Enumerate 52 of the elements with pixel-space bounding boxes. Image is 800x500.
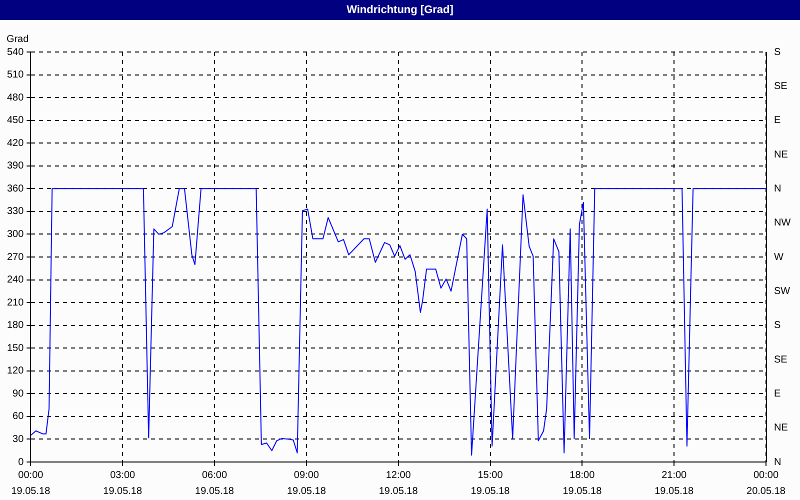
y-tick-label: 270 bbox=[6, 252, 24, 263]
text: 19.05.18 bbox=[286, 486, 326, 497]
text: 19.05.18 bbox=[11, 486, 51, 497]
text: S bbox=[774, 46, 781, 58]
y-axis-title: Grad bbox=[6, 34, 29, 45]
y-tick-label: 330 bbox=[6, 206, 24, 218]
text: 20.05.18 bbox=[746, 486, 786, 497]
text: NE bbox=[774, 149, 788, 160]
y-tick-label: 420 bbox=[6, 138, 24, 149]
text: SW bbox=[774, 286, 791, 297]
y-tick-label: 30 bbox=[12, 434, 24, 445]
y-tick-label: 60 bbox=[12, 411, 24, 422]
text: N bbox=[774, 456, 782, 468]
y-tick-label: 120 bbox=[6, 366, 24, 377]
y-tick-label: 300 bbox=[6, 228, 24, 240]
x-tick-label: 00:00 bbox=[753, 470, 779, 481]
y-tick-label: 90 bbox=[12, 388, 24, 400]
text: 19.05.18 bbox=[103, 486, 142, 497]
text: SE bbox=[774, 354, 788, 366]
y-tick-label: 450 bbox=[6, 115, 24, 126]
text: NW bbox=[774, 218, 792, 229]
text: 19.05.18 bbox=[654, 486, 694, 497]
text: S bbox=[774, 320, 781, 332]
text: 19.05.18 bbox=[378, 486, 418, 497]
y-tick-label: 150 bbox=[6, 342, 24, 354]
y-tick-label: 240 bbox=[6, 274, 24, 286]
x-tick-label: 12:00 bbox=[386, 470, 412, 481]
text: 19.05.18 bbox=[195, 486, 234, 497]
y-tick-label: 390 bbox=[6, 160, 24, 172]
y-tick-label: 480 bbox=[6, 92, 24, 104]
y-tick-label: 180 bbox=[6, 320, 24, 332]
x-tick-label: 15:00 bbox=[478, 470, 504, 481]
text: W bbox=[774, 252, 784, 263]
chart-title: Windrichtung [Grad] bbox=[0, 0, 800, 20]
x-tick-label: 18:00 bbox=[570, 470, 596, 481]
text: E bbox=[774, 388, 781, 400]
text: NE bbox=[774, 422, 788, 434]
text: E bbox=[774, 115, 781, 126]
y-tick-label: 540 bbox=[6, 46, 24, 58]
x-tick-label: 21:00 bbox=[662, 470, 688, 481]
text: N bbox=[774, 183, 782, 194]
text: 19.05.18 bbox=[562, 486, 602, 497]
text: SE bbox=[774, 80, 788, 92]
text: 19.05.18 bbox=[470, 486, 510, 497]
x-tick-label: 00:00 bbox=[18, 470, 44, 481]
y-tick-label: 510 bbox=[6, 70, 24, 81]
y-tick-label: 360 bbox=[6, 183, 24, 194]
y-tick-label: 0 bbox=[18, 456, 24, 468]
x-tick-label: 09:00 bbox=[294, 470, 320, 481]
x-tick-label: 06:00 bbox=[202, 470, 228, 481]
x-tick-label: 03:00 bbox=[110, 470, 136, 481]
y-tick-label: 210 bbox=[6, 297, 24, 308]
